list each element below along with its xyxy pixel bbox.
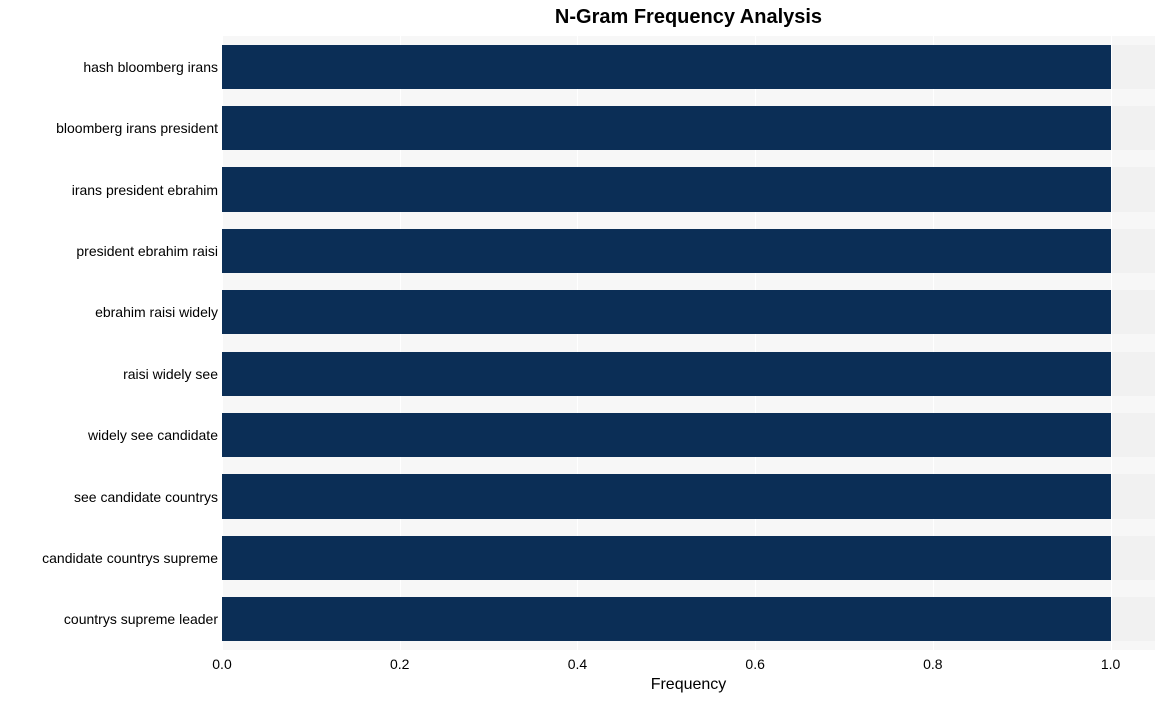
bar bbox=[222, 167, 1111, 211]
bar bbox=[222, 597, 1111, 641]
x-tick-label: 0.2 bbox=[390, 656, 409, 672]
y-tick-label: candidate countrys supreme bbox=[42, 550, 218, 566]
bar bbox=[222, 45, 1111, 89]
y-tick-label: countrys supreme leader bbox=[64, 611, 218, 627]
y-tick-label: irans president ebrahim bbox=[72, 182, 218, 198]
y-tick-label: president ebrahim raisi bbox=[76, 243, 218, 259]
y-tick-label: raisi widely see bbox=[123, 366, 218, 382]
bar bbox=[222, 536, 1111, 580]
bar bbox=[222, 106, 1111, 150]
ngram-chart: N-Gram Frequency Analysis hash bloomberg… bbox=[0, 0, 1164, 701]
plot-area bbox=[222, 36, 1155, 650]
y-tick-label: see candidate countrys bbox=[74, 489, 218, 505]
x-tick-label: 1.0 bbox=[1101, 656, 1120, 672]
gridline bbox=[1111, 36, 1112, 650]
y-tick-label: hash bloomberg irans bbox=[83, 59, 218, 75]
x-tick-label: 0.4 bbox=[568, 656, 587, 672]
x-tick-label: 0.0 bbox=[212, 656, 231, 672]
bar bbox=[222, 474, 1111, 518]
bar bbox=[222, 290, 1111, 334]
x-tick-label: 0.8 bbox=[923, 656, 942, 672]
chart-title: N-Gram Frequency Analysis bbox=[222, 6, 1155, 29]
x-tick-label: 0.6 bbox=[745, 656, 764, 672]
y-tick-label: bloomberg irans president bbox=[56, 120, 218, 136]
bar bbox=[222, 352, 1111, 396]
bar bbox=[222, 413, 1111, 457]
x-axis-label: Frequency bbox=[222, 676, 1155, 694]
bar bbox=[222, 229, 1111, 273]
y-tick-label: ebrahim raisi widely bbox=[95, 304, 218, 320]
y-tick-label: widely see candidate bbox=[88, 427, 218, 443]
